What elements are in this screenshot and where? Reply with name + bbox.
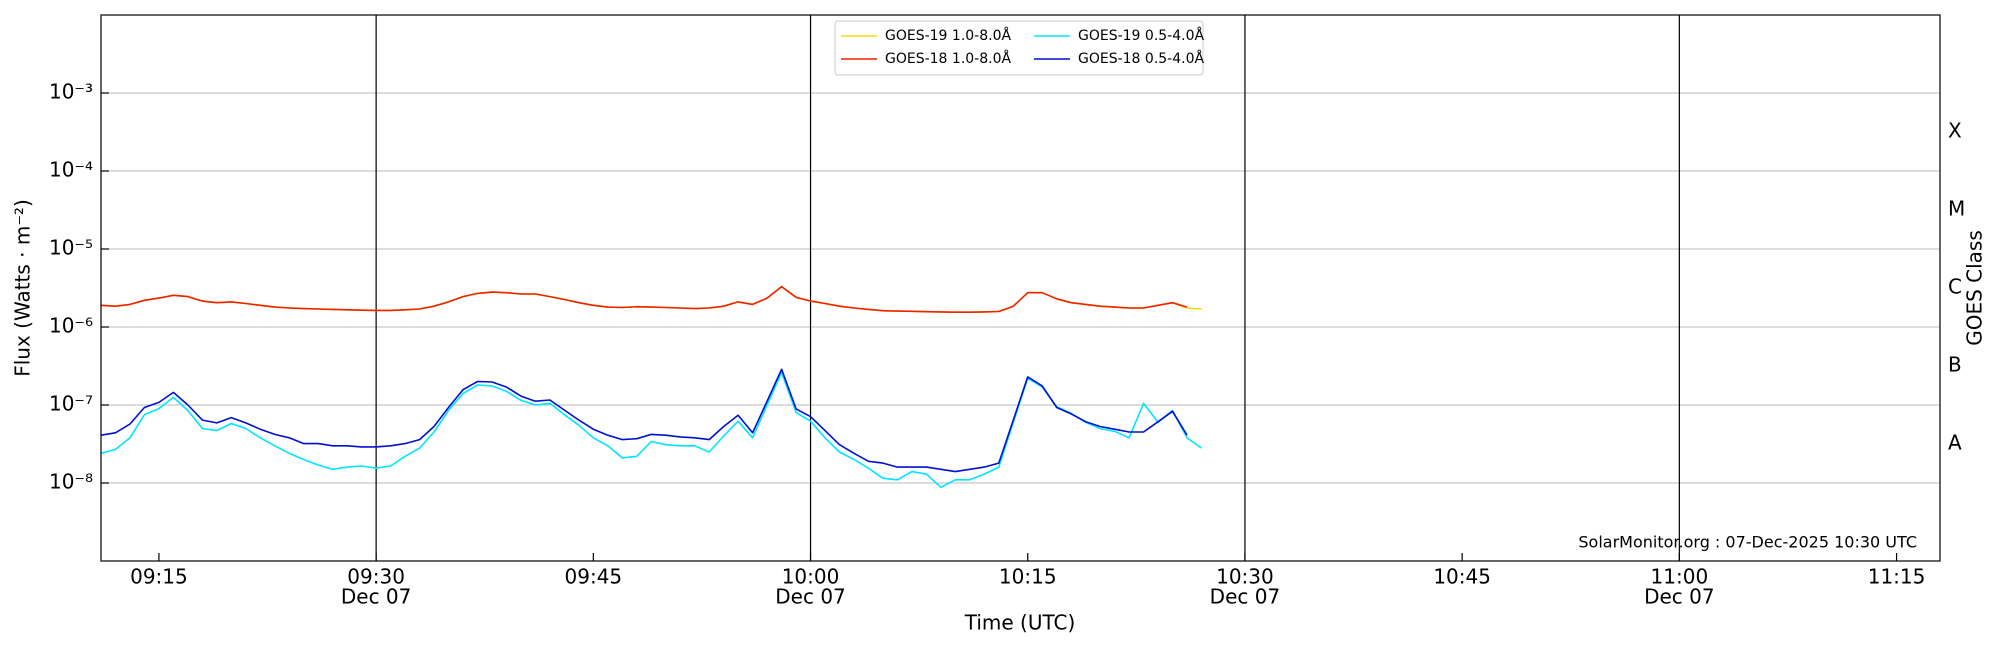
legend-box [834,20,1204,76]
y-axis-label: Flux (Watts · m⁻²) [11,199,35,377]
x-tick-sublabel: Dec 07 [775,585,846,609]
y2-tick-label: A [1948,431,1962,455]
y-tick-label: 10⁻⁷ [49,392,93,416]
x-tick-label: 10:15 [999,565,1057,589]
x-tick-label: 11:00 [1651,565,1709,589]
annotation: SolarMonitor.org : 07-Dec-2025 10:30 UTC [1578,533,1917,552]
x-tick-label: 10:00 [782,565,840,589]
x-tick-label: 09:45 [565,565,623,589]
x-tick-label: 09:15 [130,565,188,589]
y-tick-label: 10⁻⁵ [49,236,93,260]
y2-tick-label: C [1948,275,1962,299]
x-tick-sublabel: Dec 07 [1210,585,1281,609]
x-tick-sublabel: Dec 07 [1644,585,1715,609]
series-line [100,285,1202,313]
y2-tick-label: M [1948,197,1965,221]
y2-tick-label: B [1948,353,1962,377]
legend-label: GOES-19 0.5-4.0Å [1078,27,1204,44]
legend-label: GOES-18 1.0-8.0Å [885,50,1011,67]
y-tick-label: 10⁻³ [49,80,93,104]
y2-axis-label: GOES Class [1963,230,1987,346]
y-tick-label: 10⁻⁴ [49,158,93,182]
x-tick-sublabel: Dec 07 [341,585,412,609]
x-tick-label: 10:45 [1433,565,1491,589]
x-tick-label: 11:15 [1868,565,1926,589]
series-line [100,368,1188,473]
series-line [100,371,1202,489]
x-tick-label: 10:30 [1216,565,1274,589]
y-tick-label: 10⁻⁸ [49,470,93,494]
x-axis-label: Time (UTC) [964,611,1076,635]
y-tick-label: 10⁻⁶ [49,314,93,338]
legend-label: GOES-19 1.0-8.0Å [885,27,1011,44]
plot-frame [100,14,1941,562]
x-tick-label: 09:30 [347,565,405,589]
series-line [100,285,1188,313]
y2-tick-label: X [1948,119,1962,143]
legend-label: GOES-18 0.5-4.0Å [1078,50,1204,67]
